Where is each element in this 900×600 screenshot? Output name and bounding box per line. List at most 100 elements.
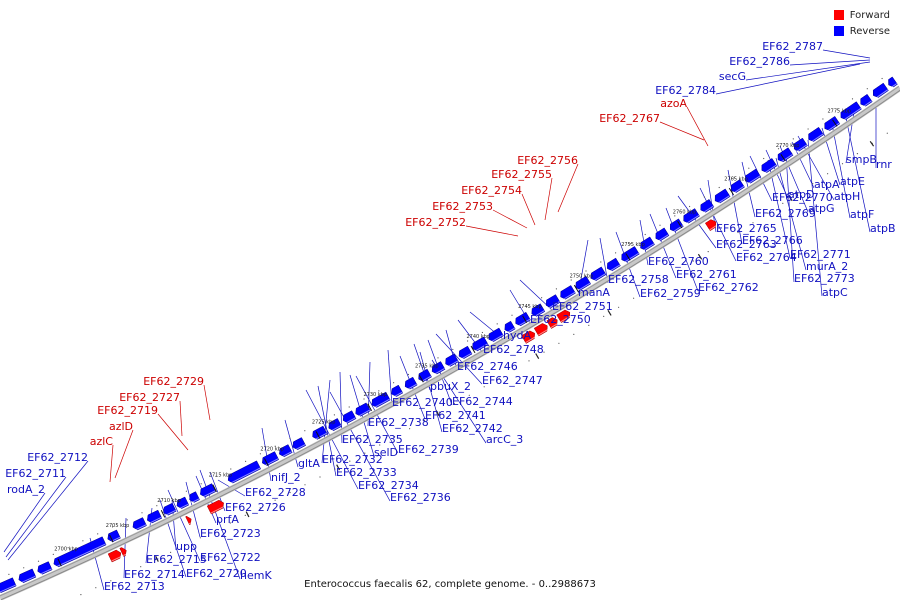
gene-label: atpB	[870, 222, 896, 235]
minor-dot	[615, 252, 617, 254]
gene-label: EF62_2728	[245, 486, 306, 499]
reverse-gene-shape	[872, 82, 889, 98]
reverse-gene	[515, 311, 531, 327]
gene-label: EF62_2771	[790, 248, 851, 261]
reverse-gene	[107, 529, 121, 543]
forward-gene-highlight	[210, 505, 226, 514]
minor-dot	[588, 324, 590, 326]
reverse-gene-highlight	[178, 503, 189, 510]
leader-line	[419, 351, 443, 433]
gene-label: EF62_2746	[457, 360, 518, 373]
gene-label: smpB	[846, 153, 877, 166]
axis-tick-label: 2755 kbp	[621, 242, 645, 248]
axis-tick	[57, 558, 62, 567]
reverse-gene	[328, 418, 343, 432]
axis-tick-label: 2720 kbp	[260, 447, 284, 453]
minor-dot	[647, 288, 650, 290]
minor-dot	[37, 560, 40, 562]
reverse-gene-highlight	[420, 375, 432, 383]
leader-line	[465, 225, 519, 237]
minor-dot	[467, 340, 469, 342]
reverse-gene-highlight	[38, 568, 52, 576]
gene-label: EF62_2726	[225, 501, 286, 514]
gene-label: EF62_2720	[186, 567, 247, 580]
minor-dot	[229, 522, 231, 524]
minor-dot	[733, 177, 735, 179]
reverse-gene-shape	[312, 425, 328, 440]
forward-gene-shape	[119, 547, 127, 557]
genome-backbone	[0, 85, 900, 600]
minor-dot	[80, 594, 82, 596]
reverse-gene-shape	[808, 126, 825, 142]
reverse-gene	[777, 147, 794, 164]
forward-gene-highlight	[560, 314, 572, 323]
reverse-gene-highlight	[810, 133, 824, 143]
gene-label: EF62_2759	[640, 287, 701, 300]
leader-line	[329, 391, 391, 502]
reverse-gene	[200, 483, 217, 498]
forward-gene	[546, 317, 560, 329]
minor-dot	[259, 507, 261, 509]
gene-label: EF62_2758	[608, 273, 669, 286]
axis-tick-label: 2750 kbp	[570, 273, 594, 279]
axis-tick	[522, 315, 528, 324]
gene-label: EF62_2750	[530, 313, 591, 326]
minor-dot	[737, 231, 739, 234]
minor-dot	[156, 505, 158, 507]
leader-line	[387, 349, 393, 407]
gene-label: EF62_2712	[27, 451, 88, 464]
gene-label: manA	[578, 286, 610, 299]
gene-label: EF62_2732	[322, 453, 383, 466]
minor-dot	[245, 460, 247, 462]
reverse-gene	[342, 410, 357, 424]
axis-tick	[573, 284, 579, 293]
minor-dot	[886, 132, 888, 134]
reverse-gene	[189, 491, 200, 504]
minor-dot	[618, 306, 620, 308]
leader-line	[521, 193, 536, 226]
reverse-gene-highlight	[280, 451, 292, 458]
gene-label: EF62_2773	[794, 272, 855, 285]
reverse-gene-highlight	[433, 368, 445, 376]
major-dash	[607, 309, 612, 316]
forward-swatch	[833, 10, 844, 20]
forward-gene	[185, 515, 193, 526]
minor-dot	[767, 212, 769, 214]
forward-gene-shape	[206, 499, 224, 515]
leader-line	[492, 209, 528, 229]
forward-gene-shape	[556, 309, 571, 323]
reverse-gene-shape	[279, 444, 293, 458]
reverse-gene	[840, 101, 862, 121]
axis-tick-label: 2705 kbp	[106, 523, 130, 529]
reverse-gene-shape	[669, 218, 684, 232]
minor-dot	[644, 233, 646, 236]
reverse-gene-highlight	[657, 234, 669, 242]
major-dash	[535, 353, 540, 359]
reverse-gene-shape	[355, 402, 371, 417]
reverse-gene	[292, 437, 307, 451]
gene-label: EF62_2753	[432, 200, 493, 213]
forward-gene-shape	[533, 323, 548, 337]
reverse-gene-shape	[147, 509, 163, 524]
reverse-gene-highlight	[164, 509, 177, 517]
reverse-gene-highlight	[862, 100, 872, 108]
minor-dot	[822, 118, 824, 120]
gene-label: gltA	[298, 457, 320, 470]
minor-dot	[126, 519, 128, 521]
gene-label: EF62_2784	[655, 84, 716, 97]
gene-label: upp	[176, 540, 197, 553]
axis-tick	[109, 534, 114, 543]
reverse-gene-highlight	[732, 185, 745, 194]
forward-gene	[556, 309, 572, 323]
forward-gene-shape	[185, 515, 192, 526]
gene-label: EF62_2729	[143, 375, 204, 388]
reverse-gene-shape	[700, 199, 715, 213]
gene-label: EF62_2787	[762, 40, 823, 53]
gene-label: EF62_2770	[772, 191, 833, 204]
axis-tick-label: 2725 kbp	[312, 420, 336, 426]
minor-dot	[200, 483, 202, 485]
reverse-gene-highlight	[779, 153, 793, 164]
gene-label: EF62_2766	[742, 234, 803, 247]
reverse-gene	[888, 76, 898, 89]
reverse-gene-highlight	[406, 383, 417, 391]
